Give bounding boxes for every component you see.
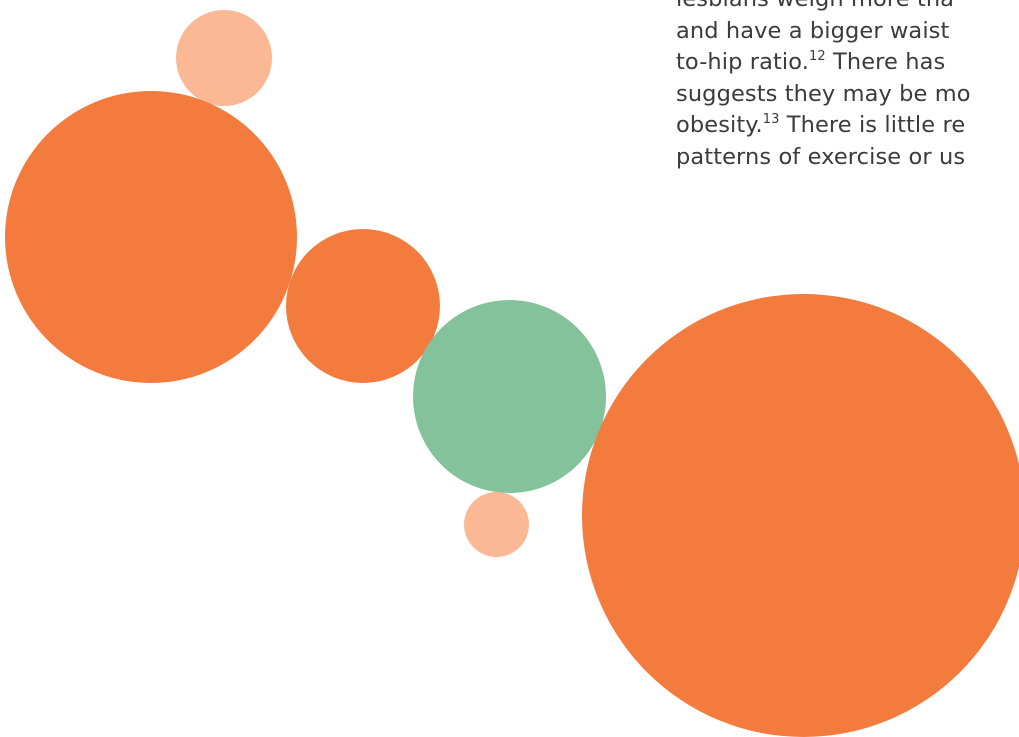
peach-circle-top	[176, 10, 272, 106]
text-fragment: and have a bigger waist	[676, 17, 950, 44]
body-text-paragraph: lesbians weigh more tha and have a bigge…	[676, 0, 1019, 173]
text-line-3: to-hip ratio.12 There has	[676, 47, 1019, 79]
huge-orange-circle-right	[582, 294, 1019, 737]
text-line-5: obesity.13 There is little re	[676, 110, 1019, 142]
text-fragment: There has	[825, 49, 946, 75]
reference-superscript: 13	[762, 112, 780, 127]
peach-circle-small	[464, 492, 529, 557]
green-circle	[413, 300, 606, 493]
text-line-6: patterns of exercise or us	[676, 142, 1019, 174]
text-fragment: obesity.	[676, 112, 763, 138]
text-line-2: and have a bigger waist	[676, 16, 1019, 48]
text-fragment: suggests they may be mo	[676, 80, 971, 107]
medium-orange-circle	[286, 229, 440, 383]
text-fragment: to-hip ratio.	[676, 49, 810, 75]
text-line-1: lesbians weigh more tha	[676, 0, 1019, 16]
text-fragment: lesbians weigh more tha	[676, 0, 954, 12]
text-fragment: There is little re	[779, 112, 966, 138]
text-fragment: patterns of exercise or us	[676, 143, 966, 170]
text-line-4: suggests they may be mo	[676, 79, 1019, 111]
large-orange-circle-left	[5, 91, 297, 383]
reference-superscript: 12	[809, 49, 826, 64]
